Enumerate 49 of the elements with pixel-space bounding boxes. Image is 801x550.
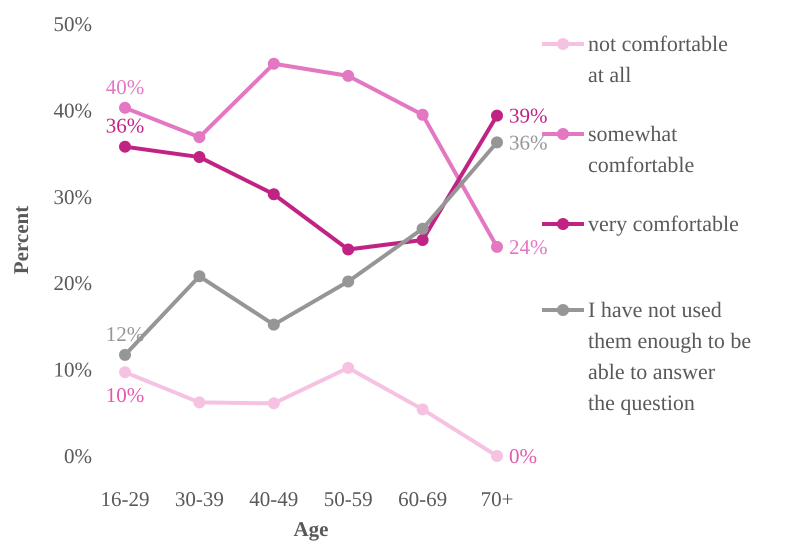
y-tick-label: 40% bbox=[54, 98, 92, 122]
point bbox=[268, 188, 280, 200]
x-tick-label: 60-69 bbox=[398, 487, 448, 511]
y-tick-label: 0% bbox=[64, 444, 92, 468]
point bbox=[416, 234, 429, 246]
point bbox=[119, 102, 131, 114]
x-tick-label: 50-59 bbox=[324, 487, 373, 511]
point bbox=[268, 318, 280, 331]
point bbox=[491, 136, 503, 148]
point bbox=[268, 58, 280, 70]
point bbox=[491, 110, 503, 122]
data-label: 36% bbox=[106, 114, 144, 138]
point bbox=[491, 450, 503, 462]
legend-label: I have not used them enough to be able to answer the question bbox=[588, 297, 752, 415]
data-label: 36% bbox=[509, 130, 548, 154]
x-tick-label: 30-39 bbox=[174, 487, 224, 511]
point bbox=[193, 131, 206, 144]
point bbox=[119, 348, 131, 361]
y-tick-label: 50% bbox=[54, 12, 92, 36]
y-tick-label: 30% bbox=[54, 184, 92, 209]
x-axis-title: Age bbox=[294, 517, 328, 541]
y-axis-title: Percent bbox=[9, 206, 33, 274]
y-tick-label: 20% bbox=[54, 271, 92, 296]
point bbox=[416, 403, 429, 416]
legend-label: somewhat comfortable bbox=[588, 121, 694, 177]
point bbox=[268, 397, 280, 410]
data-label: 40% bbox=[106, 74, 144, 99]
point bbox=[416, 108, 429, 121]
x-tick-label: 40-49 bbox=[249, 487, 298, 511]
point bbox=[342, 244, 354, 256]
point bbox=[416, 222, 429, 235]
data-label: 10% bbox=[106, 383, 144, 408]
point bbox=[193, 396, 206, 408]
point bbox=[193, 151, 206, 164]
legend-label: not comfortable at all bbox=[588, 31, 728, 87]
legend-label: very comfortable bbox=[588, 211, 739, 236]
data-label: 24% bbox=[509, 234, 548, 259]
point bbox=[491, 240, 503, 253]
point bbox=[342, 362, 354, 374]
point bbox=[193, 270, 206, 282]
y-tick-label: 10% bbox=[54, 358, 92, 382]
x-tick-label: 16-29 bbox=[100, 487, 150, 511]
data-label: 39% bbox=[509, 104, 548, 128]
data-label: 0% bbox=[509, 444, 537, 468]
point bbox=[119, 140, 131, 153]
point bbox=[342, 70, 354, 82]
x-tick-label: 70+ bbox=[480, 487, 514, 511]
point bbox=[119, 366, 131, 378]
point bbox=[342, 275, 354, 288]
